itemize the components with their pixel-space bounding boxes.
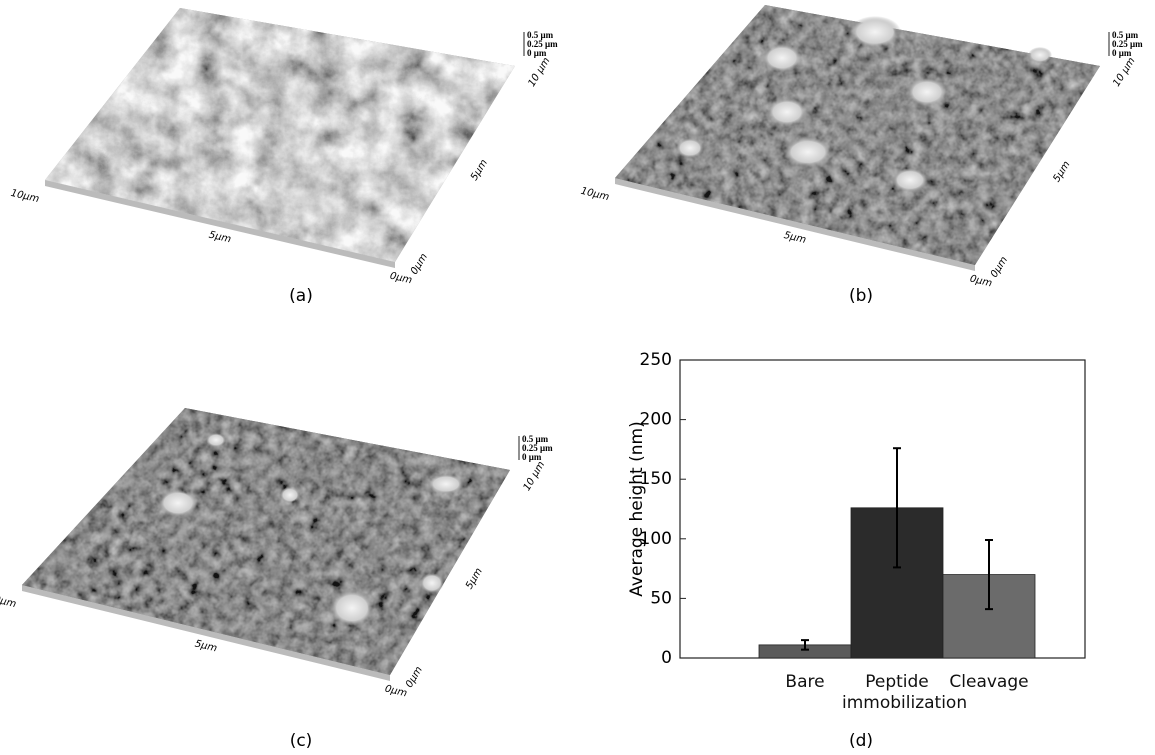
side-axis-label: 0μm bbox=[409, 252, 430, 277]
front-axis-label: 10μm bbox=[0, 593, 17, 611]
panel-label: (b) bbox=[849, 286, 873, 306]
afm-feature bbox=[676, 138, 704, 158]
afm-surface bbox=[45, 8, 515, 262]
y-axis-title: Average height (nm) bbox=[627, 421, 647, 596]
z-scale-label: 0 μm bbox=[522, 452, 542, 462]
afm-feature bbox=[206, 433, 226, 447]
side-axis-label: 5μm bbox=[1051, 159, 1072, 184]
front-axis-label: 10μm bbox=[580, 186, 611, 204]
front-axis-label: 10μm bbox=[10, 188, 41, 205]
front-axis-label: 0μm bbox=[389, 271, 414, 287]
afm-surface bbox=[615, 5, 1100, 265]
side-axis-label: 10 μm bbox=[1111, 56, 1137, 89]
y-tick-label: 250 bbox=[640, 350, 672, 370]
side-axis-label: 5μm bbox=[469, 158, 490, 183]
front-axis-label: 5μm bbox=[208, 230, 233, 246]
side-axis-label: 0μm bbox=[989, 255, 1010, 280]
afm-feature bbox=[767, 98, 807, 126]
afm-feature bbox=[849, 16, 901, 48]
x-tick-label: Cleavage bbox=[934, 672, 1044, 693]
side-axis-label: 0μm bbox=[404, 665, 425, 690]
z-scale-label: 0 μm bbox=[1112, 48, 1132, 58]
afm-feature bbox=[280, 487, 300, 503]
panel-label: (d) bbox=[849, 731, 873, 751]
afm-feature bbox=[784, 137, 832, 167]
afm-feature bbox=[158, 489, 198, 517]
figure-canvas: 10μm5μm0μm0μm5μm10 μm0.5 μm0.25 μm0 μm(a… bbox=[0, 0, 1155, 755]
front-axis-label: 5μm bbox=[194, 638, 219, 654]
side-axis-label: 10 μm bbox=[522, 459, 548, 492]
side-axis-label: 10 μm bbox=[526, 56, 552, 89]
afm-feature bbox=[330, 590, 374, 626]
afm-feature bbox=[1028, 47, 1052, 63]
panel-label: (c) bbox=[290, 731, 313, 751]
side-axis-label: 5μm bbox=[464, 566, 485, 591]
front-axis-label: 0μm bbox=[969, 274, 994, 290]
y-tick-label: 50 bbox=[650, 588, 672, 608]
z-scale-label: 0 μm bbox=[527, 48, 547, 58]
y-tick-label: 0 bbox=[661, 648, 672, 668]
panel-label: (a) bbox=[289, 286, 313, 306]
afm-feature bbox=[762, 44, 802, 72]
afm-surface bbox=[22, 408, 510, 675]
afm-feature bbox=[892, 168, 928, 192]
front-axis-label: 5μm bbox=[783, 230, 808, 246]
figure: 10μm5μm0μm0μm5μm10 μm0.5 μm0.25 μm0 μm(a… bbox=[0, 0, 1155, 755]
front-axis-label: 0μm bbox=[384, 683, 409, 699]
afm-feature bbox=[420, 573, 444, 593]
afm-feature bbox=[428, 474, 464, 494]
afm-feature bbox=[907, 78, 947, 106]
